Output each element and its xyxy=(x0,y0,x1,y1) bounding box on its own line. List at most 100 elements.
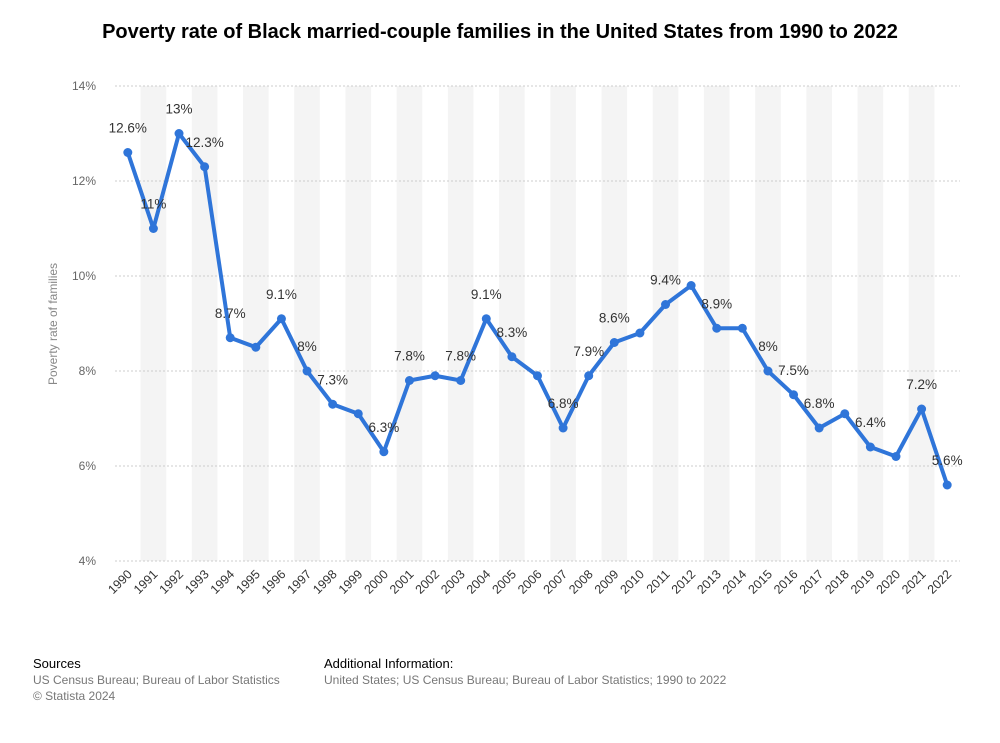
band xyxy=(243,86,269,561)
data-label: 9.1% xyxy=(471,287,502,302)
x-tick-label: 2007 xyxy=(541,567,571,597)
data-label: 8.9% xyxy=(701,296,732,311)
data-point[interactable] xyxy=(404,376,414,385)
x-tick-label: 2012 xyxy=(669,567,699,597)
data-point[interactable] xyxy=(840,409,850,419)
data-label: 8.3% xyxy=(497,325,528,340)
data-point[interactable] xyxy=(763,366,773,376)
additional-info-heading: Additional Information: xyxy=(324,656,454,671)
sources-text: US Census Bureau; Bureau of Labor Statis… xyxy=(33,673,280,687)
data-point[interactable] xyxy=(661,300,671,309)
data-label: 9.1% xyxy=(266,287,297,302)
alternating-bands xyxy=(140,86,935,561)
data-label: 7.9% xyxy=(573,344,604,359)
data-label: 8.6% xyxy=(599,311,630,326)
x-tick-label: 1991 xyxy=(131,567,161,597)
chart-title: Poverty rate of Black married-couple fam… xyxy=(102,21,898,43)
band xyxy=(294,86,320,561)
data-point[interactable] xyxy=(584,371,594,381)
x-tick-label: 2020 xyxy=(874,567,904,597)
data-point[interactable] xyxy=(737,323,747,333)
data-point[interactable] xyxy=(891,452,901,461)
data-point[interactable] xyxy=(251,342,261,352)
additional-info-block: Additional Information: United States; U… xyxy=(324,656,726,688)
data-point[interactable] xyxy=(328,399,338,409)
x-tick-label: 2004 xyxy=(464,567,494,597)
data-point[interactable] xyxy=(430,371,440,381)
data-point[interactable] xyxy=(302,366,312,376)
data-label: 7.8% xyxy=(445,349,476,364)
x-tick-label: 2005 xyxy=(489,567,519,597)
additional-info-text: United States; US Census Bureau; Bureau … xyxy=(324,673,727,687)
data-point[interactable] xyxy=(686,281,696,290)
y-axis-ticks: 4% 6% 8% 10% 12% 14% xyxy=(72,79,96,568)
band xyxy=(550,86,576,561)
data-point[interactable] xyxy=(148,224,158,233)
y-tick-label: 10% xyxy=(72,269,96,283)
x-tick-label: 1994 xyxy=(208,567,238,597)
data-label: 5.6% xyxy=(932,453,963,468)
x-tick-label: 1997 xyxy=(285,567,315,597)
data-point[interactable] xyxy=(712,323,722,333)
data-point[interactable] xyxy=(353,409,363,419)
data-point[interactable] xyxy=(635,328,645,338)
data-label: 8.7% xyxy=(215,306,246,321)
data-point[interactable] xyxy=(942,480,952,490)
x-tick-label: 2006 xyxy=(515,567,545,597)
data-label: 7.3% xyxy=(317,372,348,387)
data-point[interactable] xyxy=(379,447,389,457)
x-tick-label: 1999 xyxy=(336,567,366,597)
band xyxy=(345,86,372,561)
x-axis-ticks: 1990199119921993199419951996199719981999… xyxy=(105,567,954,597)
data-point[interactable] xyxy=(481,314,491,324)
y-tick-label: 14% xyxy=(72,79,96,93)
y-tick-label: 6% xyxy=(79,459,97,473)
line-chart: 4% 6% 8% 10% 12% 14% 199019911992199319941995… xyxy=(46,79,963,597)
x-tick-label: 2019 xyxy=(848,567,878,597)
data-point[interactable] xyxy=(865,442,875,452)
data-labels: 12.6% 11% 13% 12.3% 8.7% 9.1% 8% 7.3% 6.3% 7.8% 7.… xyxy=(109,102,963,469)
x-tick-label: 2013 xyxy=(694,567,724,597)
sources-heading: Sources xyxy=(33,656,81,671)
x-tick-label: 1993 xyxy=(182,567,212,597)
band xyxy=(908,86,935,561)
data-point[interactable] xyxy=(558,423,568,433)
data-label: 11% xyxy=(140,197,166,212)
band xyxy=(499,86,525,561)
x-tick-label: 2000 xyxy=(361,567,391,597)
x-tick-label: 2017 xyxy=(797,567,827,597)
x-tick-label: 1992 xyxy=(157,567,187,597)
band xyxy=(652,86,679,561)
data-point[interactable] xyxy=(917,404,927,414)
data-label: 8% xyxy=(758,339,778,354)
x-tick-label: 1990 xyxy=(105,567,135,597)
x-tick-label: 2002 xyxy=(413,567,443,597)
data-label: 8% xyxy=(297,339,317,354)
copyright-text: © Statista 2024 xyxy=(33,689,116,703)
data-point[interactable] xyxy=(789,390,799,400)
data-label: 13% xyxy=(165,102,192,117)
data-point[interactable] xyxy=(533,371,542,381)
data-point[interactable] xyxy=(200,162,210,172)
data-point[interactable] xyxy=(276,314,286,324)
data-point[interactable] xyxy=(225,333,235,343)
x-tick-label: 2014 xyxy=(720,567,750,597)
data-label: 6.8% xyxy=(548,396,579,411)
data-label: 7.8% xyxy=(394,349,425,364)
data-point[interactable] xyxy=(174,129,184,138)
data-point[interactable] xyxy=(123,148,133,157)
data-label: 7.2% xyxy=(906,377,937,392)
x-tick-label: 2001 xyxy=(387,567,417,597)
data-point[interactable] xyxy=(609,338,619,347)
x-tick-label: 2011 xyxy=(644,567,673,596)
data-label: 7.5% xyxy=(778,363,809,378)
data-label: 12.6% xyxy=(109,121,147,136)
y-axis-label: Poverty rate of families xyxy=(46,263,60,385)
data-point[interactable] xyxy=(507,352,517,362)
footer: Sources US Census Bureau; Bureau of Labo… xyxy=(0,656,1000,716)
data-point[interactable] xyxy=(814,423,824,433)
data-label: 6.8% xyxy=(804,396,835,411)
data-point[interactable] xyxy=(456,376,466,385)
data-label: 6.4% xyxy=(855,415,886,430)
x-tick-label: 2016 xyxy=(771,567,801,597)
